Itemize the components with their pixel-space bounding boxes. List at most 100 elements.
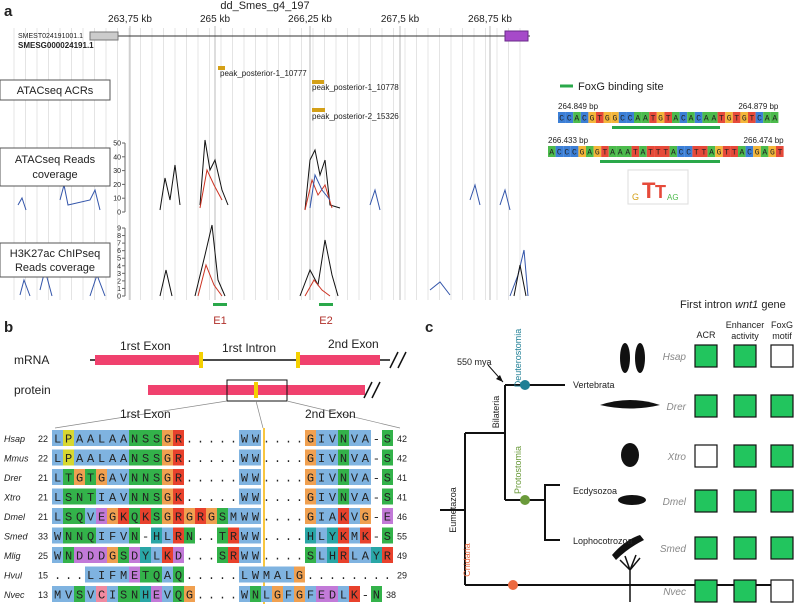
label: 42 xyxy=(397,434,407,444)
label: coverage xyxy=(32,169,77,181)
label: Cnidaria xyxy=(462,543,472,577)
label: Protostomia xyxy=(513,446,523,494)
residue-cell xyxy=(360,527,371,544)
residue-cell xyxy=(140,547,151,563)
exon-box xyxy=(504,30,529,42)
residue-cell xyxy=(63,547,74,563)
residue-cell xyxy=(338,508,349,524)
label: FoxG binding site xyxy=(578,81,664,93)
label: 41 xyxy=(397,493,407,503)
base-cell xyxy=(687,112,695,123)
base-cell xyxy=(570,146,579,157)
residue-cell xyxy=(52,547,63,563)
label: 49 xyxy=(397,551,407,561)
label: 266.474 bp xyxy=(744,136,785,145)
label: 2 xyxy=(117,278,121,285)
base-cell xyxy=(558,112,566,123)
residue-cell xyxy=(217,527,228,544)
label: 7 xyxy=(117,241,121,248)
residue-cell xyxy=(250,488,261,505)
residue-cell xyxy=(52,488,63,505)
presence-cell xyxy=(770,444,794,468)
presence-cell xyxy=(733,536,757,560)
residue-cell xyxy=(250,430,261,446)
residue-cell xyxy=(327,527,338,544)
track-label-box xyxy=(0,147,111,187)
residue-cell xyxy=(140,566,151,583)
residue-cell xyxy=(52,469,63,485)
residue-cell xyxy=(283,566,294,583)
label: E1 xyxy=(213,315,226,327)
header-part: First intron xyxy=(680,299,732,311)
silhouettes xyxy=(600,343,660,602)
base-cell xyxy=(580,112,589,123)
base-cell xyxy=(626,112,634,123)
label: Mlig xyxy=(4,551,21,561)
base-cell xyxy=(586,146,594,157)
site-bar xyxy=(600,160,720,163)
presence-cell xyxy=(770,394,794,418)
base-cell xyxy=(679,112,688,123)
base-cell xyxy=(664,112,672,123)
residue-cell xyxy=(250,566,261,583)
label: 21 xyxy=(38,512,48,522)
label: Dmel xyxy=(4,512,26,522)
residue-cell xyxy=(129,469,140,485)
base-cell xyxy=(616,146,624,157)
label: 8 xyxy=(117,233,121,240)
residue-cell xyxy=(52,430,63,446)
base-cell xyxy=(593,146,602,157)
label: 266,25 kb xyxy=(288,14,332,25)
residue-cell xyxy=(140,469,151,485)
base-cell xyxy=(740,112,748,123)
residue-cell xyxy=(250,508,261,524)
residue-cell xyxy=(162,469,173,485)
base-cell xyxy=(656,112,665,123)
residue-cell xyxy=(129,566,140,583)
motif-logo: T T G AG xyxy=(627,169,689,205)
residue-cell xyxy=(151,430,162,446)
arrow-head xyxy=(496,375,503,382)
label: SMESG000024191.1 xyxy=(18,41,94,50)
label: peak_posterior-2_15326 xyxy=(312,112,399,121)
residue-cell xyxy=(305,449,316,466)
base-cell xyxy=(654,146,662,157)
label: 1rst Intron xyxy=(222,341,276,355)
label: 13 xyxy=(38,590,48,600)
residue-cell xyxy=(173,488,184,505)
residue-cell xyxy=(316,488,327,505)
base-cell xyxy=(634,112,642,123)
residue-cell xyxy=(85,527,96,544)
label: Drer xyxy=(4,473,23,483)
residue-cell xyxy=(74,488,85,505)
label: 22 xyxy=(38,434,48,444)
label: CCACGTGGCCAATGTACACAATGTGTCAA xyxy=(559,115,777,124)
residue-cell xyxy=(107,527,118,544)
element-bar xyxy=(319,303,333,306)
presence-cell xyxy=(733,444,757,468)
residue-cell xyxy=(173,508,184,524)
residue-cell xyxy=(327,449,338,466)
residue-cell xyxy=(349,449,360,466)
residue-cell xyxy=(382,469,393,485)
label: 3 xyxy=(117,271,121,278)
label: 0 xyxy=(117,210,121,217)
residue-cell xyxy=(349,488,360,505)
label: 38 xyxy=(386,590,396,600)
residue-cell xyxy=(129,508,140,524)
label: peak_posterior-1_10777 xyxy=(220,69,307,78)
label: 29 xyxy=(397,571,407,581)
svg-text:T: T xyxy=(642,178,656,203)
residue-cell xyxy=(327,430,338,446)
peak-bar xyxy=(312,108,325,112)
label: 40 xyxy=(113,154,121,161)
base-cell xyxy=(776,146,784,157)
label: 266.433 bp xyxy=(548,136,589,145)
base-cell xyxy=(646,146,655,157)
residue-cell xyxy=(173,566,184,583)
residue-cell xyxy=(85,566,96,583)
residue-cell xyxy=(327,547,338,563)
residue-cell xyxy=(239,566,250,583)
presence-cell xyxy=(694,489,718,513)
residue-cell xyxy=(151,508,162,524)
